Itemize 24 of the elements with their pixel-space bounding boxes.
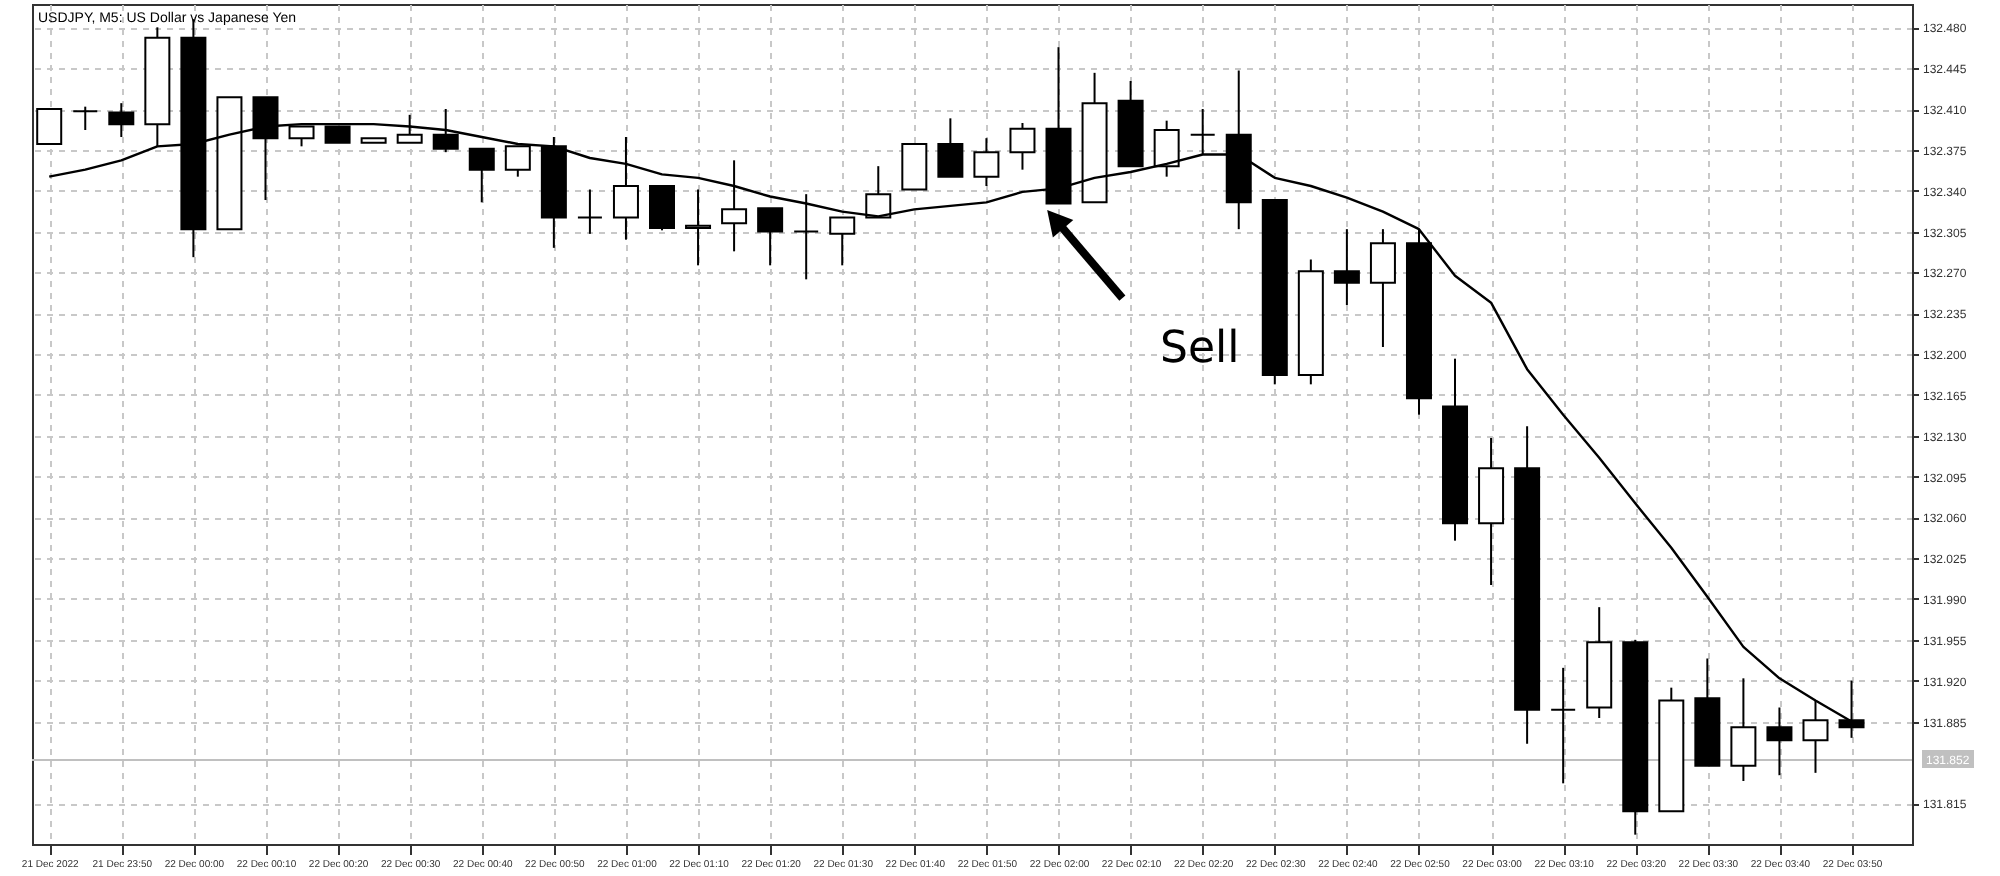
candlestick — [108, 102, 135, 138]
candlestick — [865, 165, 892, 219]
candlestick — [576, 188, 603, 235]
candlestick — [1009, 122, 1036, 171]
candlestick — [757, 207, 784, 267]
candlestick — [937, 117, 964, 178]
candlestick — [721, 159, 748, 253]
candlestick — [468, 147, 495, 204]
candlestick — [1766, 706, 1793, 777]
annotation: Sell — [1160, 324, 1240, 375]
candlestick — [612, 136, 639, 241]
candlestick — [1730, 677, 1757, 782]
candlestick — [1550, 666, 1577, 785]
candlestick — [72, 105, 99, 131]
candlestick — [829, 216, 856, 267]
candlestick — [901, 143, 928, 191]
candlestick — [1333, 228, 1360, 306]
candlestick — [793, 193, 820, 281]
candlestick — [685, 188, 712, 267]
candlestick — [36, 108, 63, 145]
candlestick — [504, 145, 531, 178]
candlestick — [649, 185, 675, 232]
candlestick — [1369, 228, 1396, 348]
candlestick — [973, 137, 1000, 187]
